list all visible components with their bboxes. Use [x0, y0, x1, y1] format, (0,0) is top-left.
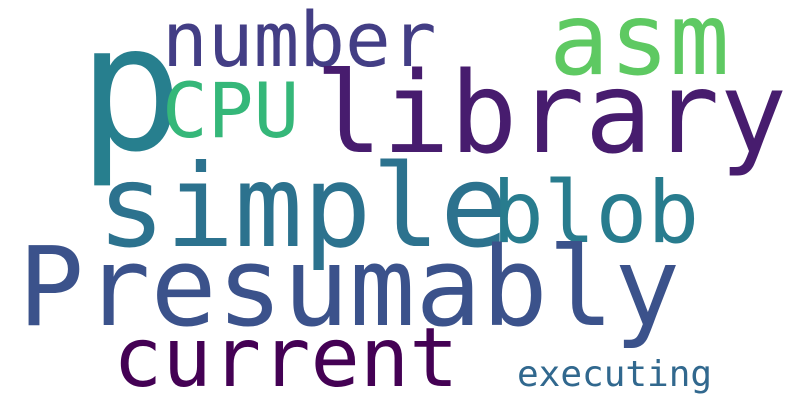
word-presumably: Presumably — [18, 223, 681, 351]
word-asm: asm — [549, 0, 730, 98]
word-cpu: CPU — [162, 66, 300, 155]
word-blob: blob — [492, 163, 700, 263]
word-library: library — [315, 49, 788, 179]
word-simple: simple — [97, 140, 509, 273]
word-p: p — [78, 0, 184, 191]
word-executing: executing — [517, 354, 713, 395]
word-number: number — [162, 0, 437, 84]
word-current: current — [113, 311, 459, 400]
